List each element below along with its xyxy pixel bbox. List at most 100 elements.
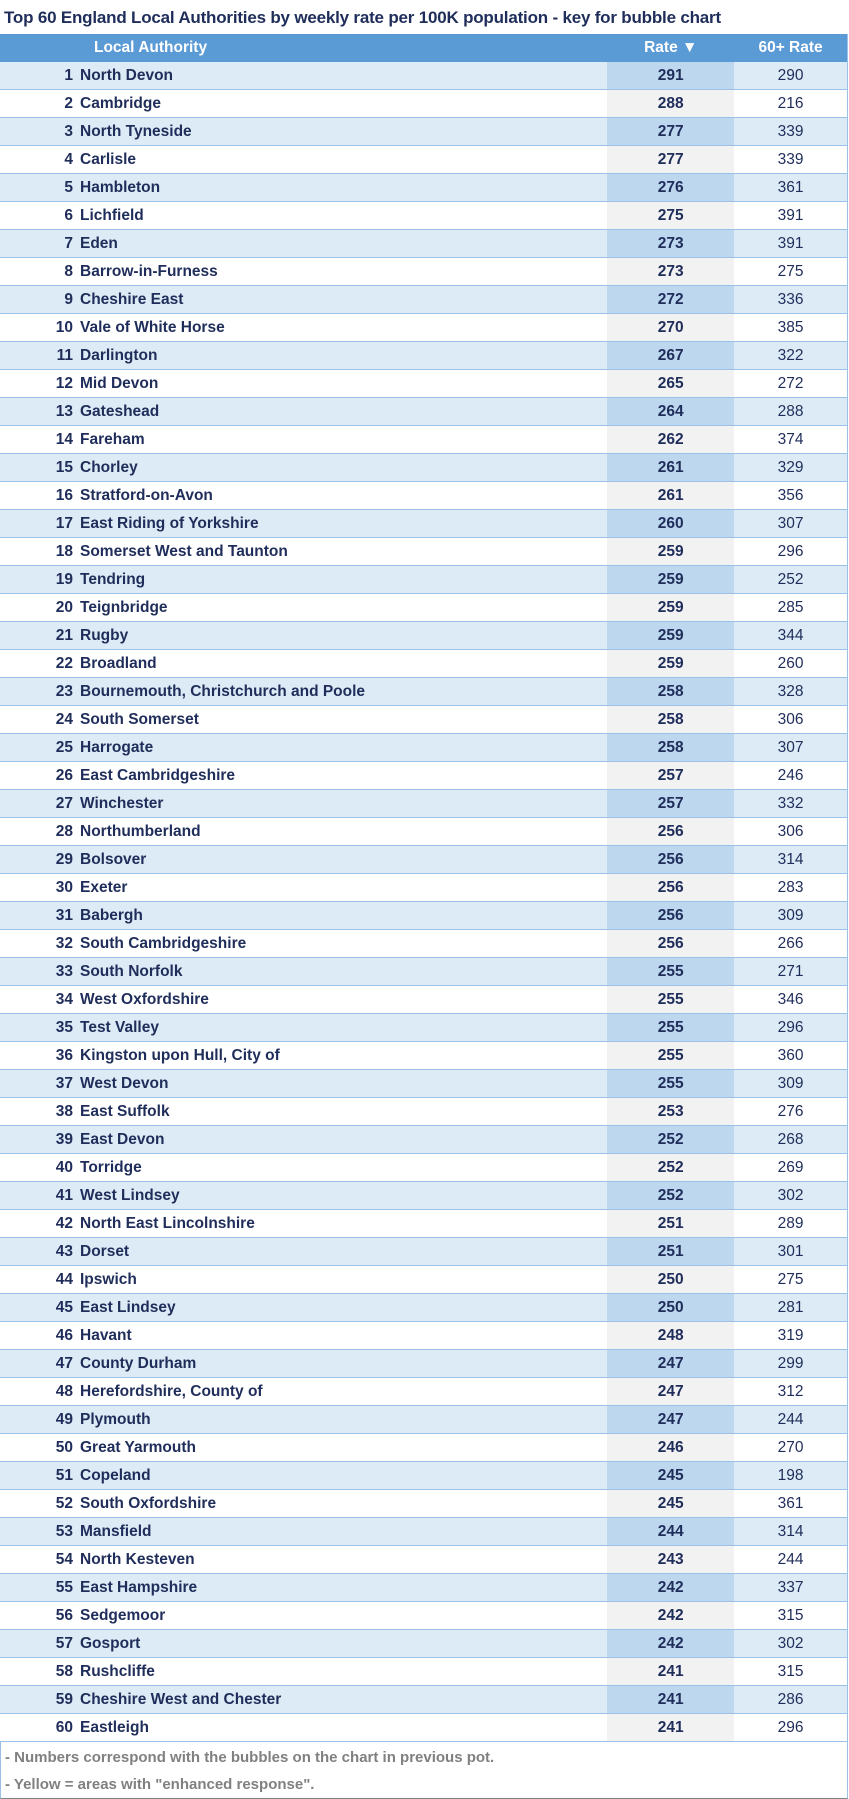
table-row: 47 County Durham 247 299 xyxy=(0,1350,847,1378)
rate-cell: 242 xyxy=(607,1602,735,1629)
page-title: Top 60 England Local Authorities by week… xyxy=(4,8,721,27)
authority-name: Tendring xyxy=(80,571,146,588)
table-row: 53 Mansfield 244 314 xyxy=(0,1518,847,1546)
authority-name: Babergh xyxy=(80,907,143,924)
table-row: 9 Cheshire East 272 336 xyxy=(0,286,847,314)
rate-cell: 256 xyxy=(607,818,735,845)
rate-60-plus-cell: 302 xyxy=(777,1187,804,1204)
rate-60-plus-cell: 360 xyxy=(777,1047,804,1064)
rate-cell: 261 xyxy=(607,482,735,509)
rate-cell: 253 xyxy=(607,1098,735,1125)
rank-number: 29 xyxy=(55,851,73,868)
authority-cell: 13 Gateshead xyxy=(0,398,607,425)
rate-60-plus-cell: 322 xyxy=(777,347,804,364)
rate-60-plus-cell: 246 xyxy=(777,767,804,784)
authority-cell: 59 Cheshire West and Chester xyxy=(0,1686,607,1713)
footnotes: - Numbers correspond with the bubbles on… xyxy=(0,1742,848,1799)
rank-number: 14 xyxy=(55,431,73,448)
table-row: 28 Northumberland 256 306 xyxy=(0,818,847,846)
rank-number: 37 xyxy=(55,1075,73,1092)
rate-60-plus-cell: 339 xyxy=(777,151,804,168)
rate-60-plus-cell: 275 xyxy=(777,1271,804,1288)
rank-number: 32 xyxy=(55,935,73,952)
table-row: 8 Barrow-in-Furness 273 275 xyxy=(0,258,847,286)
table-row: 20 Teignbridge 259 285 xyxy=(0,594,847,622)
rate-cell: 258 xyxy=(607,706,735,733)
authority-name: East Riding of Yorkshire xyxy=(80,515,259,532)
table-row: 51 Copeland 245 198 xyxy=(0,1462,847,1490)
rate-60-plus-cell: 276 xyxy=(777,1103,804,1120)
rate-cell: 275 xyxy=(607,202,735,229)
rate-cell: 241 xyxy=(607,1714,735,1741)
authority-cell: 27 Winchester xyxy=(0,790,607,817)
rank-number: 10 xyxy=(55,319,73,336)
rank-number: 48 xyxy=(55,1383,73,1400)
rate-60-plus-cell: 266 xyxy=(777,935,804,952)
table-row: 1 North Devon 291 290 xyxy=(0,62,847,90)
rank-number: 52 xyxy=(55,1495,73,1512)
rank-number: 16 xyxy=(55,487,73,504)
rank-number: 27 xyxy=(55,795,73,812)
rate-60-plus-cell: 269 xyxy=(777,1159,804,1176)
rank-number: 58 xyxy=(55,1663,73,1680)
authority-name: Vale of White Horse xyxy=(80,319,225,336)
column-header-60-plus-rate[interactable]: 60+ Rate xyxy=(758,39,823,56)
rank-number: 60 xyxy=(55,1719,73,1736)
table-row: 22 Broadland 259 260 xyxy=(0,650,847,678)
rate-cell: 246 xyxy=(607,1434,735,1461)
rank-number: 30 xyxy=(55,879,73,896)
authority-name: County Durham xyxy=(80,1355,197,1372)
rate-cell: 270 xyxy=(607,314,735,341)
rate-cell: 255 xyxy=(607,1070,735,1097)
authority-cell: 19 Tendring xyxy=(0,566,607,593)
table-row: 11 Darlington 267 322 xyxy=(0,342,847,370)
authority-table: Local Authority Rate ▼ 60+ Rate 1 North D… xyxy=(0,34,848,1742)
rank-number: 46 xyxy=(55,1327,73,1344)
rate-cell: 259 xyxy=(607,650,735,677)
authority-cell: 36 Kingston upon Hull, City of xyxy=(0,1042,607,1069)
rate-cell: 247 xyxy=(607,1378,735,1405)
rank-number: 11 xyxy=(56,347,73,364)
rate-cell: 244 xyxy=(607,1518,735,1545)
authority-cell: 28 Northumberland xyxy=(0,818,607,845)
table-row: 4 Carlisle 277 339 xyxy=(0,146,847,174)
authority-cell: 58 Rushcliffe xyxy=(0,1658,607,1685)
authority-name: Dorset xyxy=(80,1243,130,1260)
authority-name: Harrogate xyxy=(80,739,154,756)
column-header-rate[interactable]: Rate ▼ xyxy=(644,39,698,56)
rate-60-plus-cell: 296 xyxy=(777,1019,804,1036)
table-row: 10 Vale of White Horse 270 385 xyxy=(0,314,847,342)
rate-cell: 264 xyxy=(607,398,735,425)
authority-name: Broadland xyxy=(80,655,157,672)
rate-60-plus-cell: 272 xyxy=(777,375,804,392)
rate-60-plus-cell: 361 xyxy=(777,179,804,196)
rank-number: 17 xyxy=(55,515,73,532)
table-row: 27 Winchester 257 332 xyxy=(0,790,847,818)
authority-name: North East Lincolnshire xyxy=(80,1215,255,1232)
rate-cell: 242 xyxy=(607,1630,735,1657)
authority-cell: 25 Harrogate xyxy=(0,734,607,761)
table-row: 21 Rugby 259 344 xyxy=(0,622,847,650)
column-header-local-authority[interactable]: Local Authority xyxy=(94,39,208,56)
rank-number: 47 xyxy=(55,1355,73,1372)
rank-number: 6 xyxy=(64,207,73,224)
rate-cell: 267 xyxy=(607,342,735,369)
rate-60-plus-cell: 252 xyxy=(777,571,804,588)
rank-number: 2 xyxy=(64,95,73,112)
rank-number: 59 xyxy=(55,1691,73,1708)
rate-60-plus-cell: 314 xyxy=(777,1523,804,1540)
authority-name: Exeter xyxy=(80,879,128,896)
authority-name: North Devon xyxy=(80,67,173,84)
rank-number: 42 xyxy=(55,1215,73,1232)
rank-number: 57 xyxy=(55,1635,73,1652)
table-row: 6 Lichfield 275 391 xyxy=(0,202,847,230)
rank-number: 40 xyxy=(55,1159,73,1176)
table-row: 26 East Cambridgeshire 257 246 xyxy=(0,762,847,790)
rate-cell: 288 xyxy=(607,90,735,117)
table-row: 25 Harrogate 258 307 xyxy=(0,734,847,762)
rate-60-plus-cell: 307 xyxy=(777,515,804,532)
authority-cell: 42 North East Lincolnshire xyxy=(0,1210,607,1237)
authority-cell: 54 North Kesteven xyxy=(0,1546,607,1573)
rank-number: 34 xyxy=(55,991,73,1008)
rate-cell: 245 xyxy=(607,1462,735,1489)
